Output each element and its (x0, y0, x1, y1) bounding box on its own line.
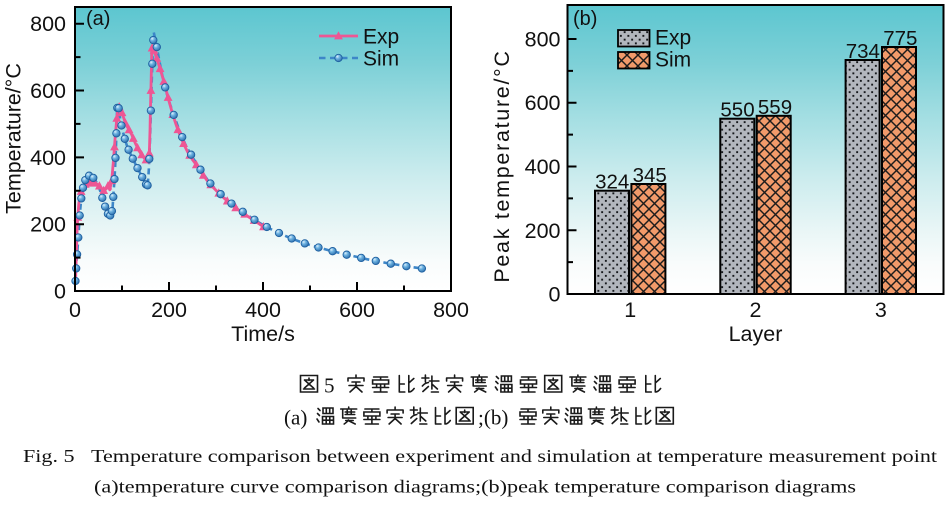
svg-text:1: 1 (624, 298, 636, 322)
svg-text:Peak temperature/°C: Peak temperature/°C (490, 49, 514, 282)
svg-text:Sim: Sim (363, 48, 399, 71)
svg-text:550: 550 (720, 99, 754, 122)
svg-text:Layer: Layer (729, 322, 783, 346)
svg-text:;(b): ;(b) (478, 406, 508, 430)
svg-text:400: 400 (30, 146, 66, 170)
svg-text:Sim: Sim (655, 49, 691, 72)
svg-text:(a)temperature curve compariso: (a)temperature curve comparison diagrams… (94, 477, 856, 498)
svg-text:0: 0 (549, 283, 561, 307)
svg-text:600: 600 (339, 298, 375, 322)
svg-text:Time/s: Time/s (231, 322, 295, 346)
svg-text:200: 200 (151, 298, 187, 322)
svg-text:345: 345 (633, 164, 667, 187)
svg-text:734: 734 (846, 40, 880, 63)
svg-text:0: 0 (69, 298, 81, 322)
svg-text:400: 400 (245, 298, 281, 322)
svg-text:Exp: Exp (655, 27, 691, 50)
svg-text:600: 600 (525, 91, 561, 115)
svg-text:559: 559 (758, 96, 792, 119)
svg-text:3: 3 (875, 298, 887, 322)
svg-text:0: 0 (54, 280, 66, 304)
svg-text:5: 5 (324, 374, 335, 398)
svg-text:Temperature/°C: Temperature/°C (2, 63, 26, 214)
svg-text:800: 800 (525, 28, 561, 52)
svg-text:Fig. 5 Temperature compariso: Fig. 5 Temperature comparison between ex… (23, 446, 937, 466)
svg-text:400: 400 (525, 155, 561, 179)
svg-text:324: 324 (595, 171, 629, 194)
svg-text:Exp: Exp (363, 26, 399, 49)
svg-text:800: 800 (30, 12, 66, 36)
svg-text:600: 600 (30, 79, 66, 103)
svg-text:800: 800 (433, 298, 469, 322)
svg-text:200: 200 (525, 219, 561, 243)
svg-text:200: 200 (30, 213, 66, 237)
svg-text:2: 2 (750, 298, 762, 322)
svg-text:(a): (a) (284, 406, 307, 430)
svg-text:(b): (b) (573, 8, 597, 30)
svg-text:775: 775 (883, 27, 917, 50)
svg-text:(a): (a) (86, 8, 110, 30)
